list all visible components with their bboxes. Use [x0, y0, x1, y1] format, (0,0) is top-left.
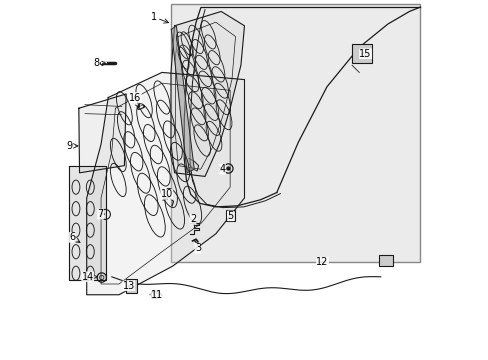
Text: 6: 6	[69, 232, 80, 243]
Text: 5: 5	[227, 211, 233, 221]
Bar	[225, 211, 234, 221]
Text: 10: 10	[160, 189, 172, 200]
Text: 1: 1	[150, 12, 168, 23]
Text: 16: 16	[129, 93, 141, 108]
Text: 12: 12	[316, 257, 328, 267]
Polygon shape	[171, 26, 194, 173]
Text: 4: 4	[219, 164, 225, 174]
Polygon shape	[86, 72, 244, 295]
FancyBboxPatch shape	[126, 279, 137, 293]
Text: 15: 15	[359, 49, 371, 59]
Text: 14: 14	[81, 272, 97, 282]
Circle shape	[226, 166, 230, 171]
Text: 13: 13	[122, 281, 135, 291]
Polygon shape	[171, 12, 244, 176]
Text: 11: 11	[150, 290, 163, 300]
Bar	[171, 4, 419, 262]
Polygon shape	[69, 166, 106, 280]
Text: 2: 2	[189, 215, 196, 225]
Text: 8: 8	[93, 58, 106, 68]
FancyBboxPatch shape	[351, 44, 371, 63]
FancyBboxPatch shape	[378, 255, 392, 266]
Text: 3: 3	[194, 243, 201, 253]
Text: 9: 9	[66, 141, 78, 151]
Polygon shape	[79, 94, 126, 173]
Bar	[150, 291, 158, 298]
Text: 7: 7	[97, 209, 104, 219]
